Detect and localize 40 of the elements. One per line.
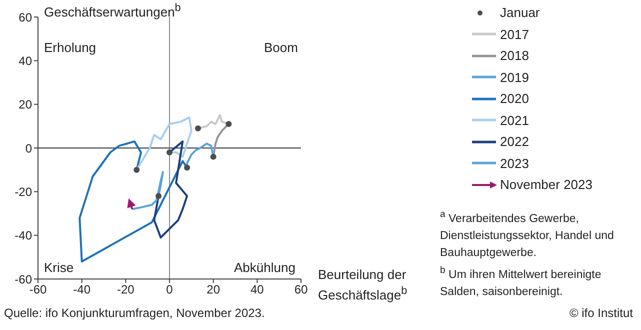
annotation: Boom	[264, 40, 298, 55]
legend-label: Januar	[500, 5, 540, 20]
legend-label: 2020	[500, 91, 529, 106]
y-tick-label: -40	[14, 228, 32, 243]
y-tick-label: 0	[25, 141, 32, 156]
y-tick-label: 20	[18, 98, 32, 112]
x-tick-label: 20	[206, 282, 220, 297]
annotation: Erholung	[44, 40, 96, 55]
text: © ifo Institut	[569, 306, 633, 320]
x-tick-label: -20	[116, 282, 135, 297]
line-series	[131, 171, 164, 210]
y-tick-label: 60	[18, 10, 32, 24]
line-series	[153, 140, 188, 239]
legend-label: 2023	[500, 156, 529, 171]
point	[194, 125, 201, 132]
annotation: Krise	[44, 260, 74, 275]
legend-label: 2018	[500, 48, 529, 64]
legend-label: 2021	[500, 112, 529, 128]
legend-label: 2017	[500, 26, 529, 42]
text: $^{b}$ Um ihren Mittelwert bereinigte Salden, saisonbereinigt.	[440, 264, 602, 300]
x-tick-label: 60	[294, 282, 308, 297]
x-tick-label: 40	[250, 282, 264, 297]
legend-label: 2019	[500, 70, 529, 85]
x-tick-label: 0	[166, 282, 174, 297]
point	[184, 164, 190, 171]
legend-label: 2022	[500, 134, 529, 150]
source-note: Quelle: ifo Konjunkturumfragen, November 2023.	[4, 306, 265, 320]
legend-label: November 2023	[500, 177, 592, 192]
y-tick-label: 40	[18, 54, 32, 68]
text: $^{a}$ Verarbeitendes Gewerbe, Dienstleistungssektor, Handel und Bauhauptgewerbe.	[440, 208, 615, 261]
point	[166, 149, 172, 156]
point	[156, 193, 162, 200]
point	[134, 166, 140, 173]
y-axis-title: Geschäftserwartungen$^{b}$	[44, 2, 181, 20]
point	[210, 154, 216, 160]
y-tick-label: -20	[14, 184, 32, 199]
annotation: Abkühlung	[234, 260, 296, 275]
point	[226, 120, 232, 127]
x-tick-label: -40	[73, 282, 91, 297]
x-axis-title: Beurteilung der Geschäftslage$^{b}$	[318, 267, 408, 302]
